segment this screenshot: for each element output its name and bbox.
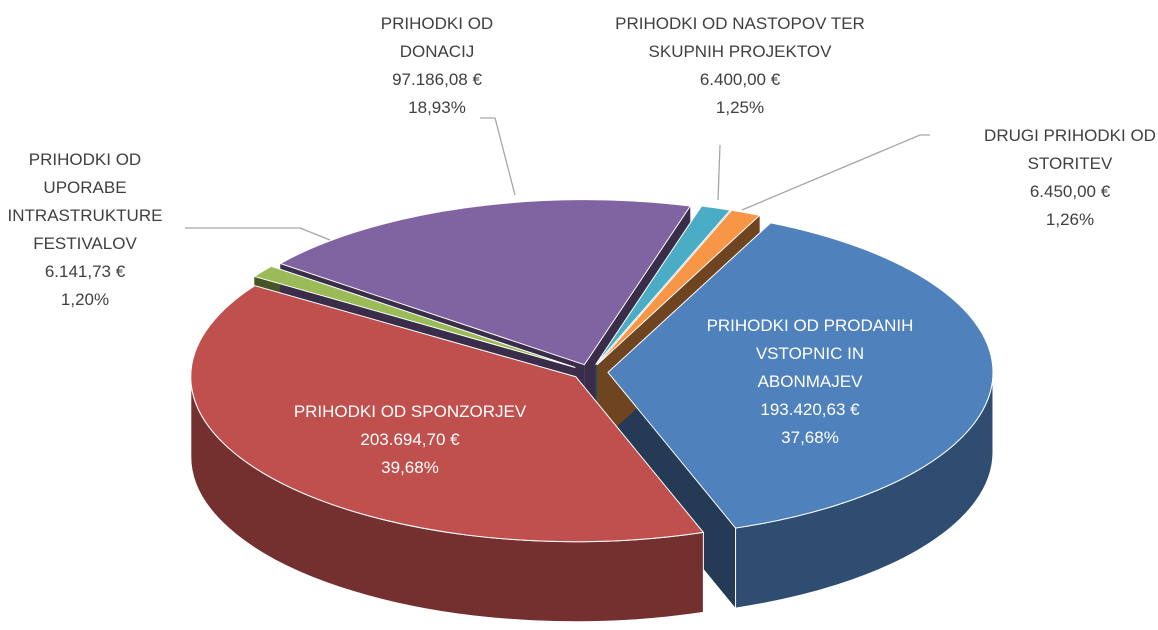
leader-line	[185, 227, 331, 241]
data-label: PRIHODKI OD UPORABE INTRASTRUKTURE FESTI…	[0, 146, 175, 314]
value-label: 6.450,00 €	[1029, 182, 1111, 201]
value-label: 193.420,63 €	[760, 400, 860, 419]
leader-line	[741, 134, 930, 211]
category-label: PRIHODKI OD NASTOPOV TER SKUPNIH PROJEKT…	[615, 14, 865, 61]
value-label: 1,26%	[1045, 210, 1095, 229]
data-label: PRIHODKI OD DONACIJ 97.186,08 € 18,93%	[357, 10, 517, 122]
value-label: 18,93%	[408, 98, 466, 117]
category-label: PRIHODKI OD UPORABE INTRASTRUKTURE FESTI…	[7, 150, 163, 253]
value-label: 6.141,73 €	[44, 262, 126, 281]
category-label: PRIHODKI OD PRODANIH VSTOPNIC IN ABONMAJ…	[706, 316, 914, 391]
slice	[190, 285, 705, 543]
data-label: PRIHODKI OD PRODANIH VSTOPNIC IN ABONMAJ…	[705, 312, 915, 452]
value-label: 39,68%	[381, 458, 439, 477]
value-label: 203.694,70 €	[360, 430, 460, 449]
slice	[607, 222, 994, 529]
category-label: PRIHODKI OD DONACIJ	[380, 14, 494, 61]
slice	[253, 265, 576, 368]
data-label: PRIHODKI OD NASTOPOV TER SKUPNIH PROJEKT…	[585, 10, 895, 122]
data-label: DRUGI PRIHODKI OD STORITEV 6.450,00 € 1,26…	[970, 122, 1158, 234]
slice	[595, 205, 732, 366]
leader-line	[717, 144, 721, 201]
data-label: PRIHODKI OD SPONZORJEV 203.694,70 € 39,68%	[260, 398, 560, 482]
leader-line	[480, 117, 516, 196]
slice	[279, 199, 692, 366]
value-label: 1,25%	[715, 98, 765, 117]
value-label: 6.400,00 €	[699, 70, 781, 89]
category-label: PRIHODKI OD SPONZORJEV	[293, 402, 527, 421]
slice	[596, 209, 761, 366]
value-label: 37,68%	[781, 428, 839, 447]
value-label: 97.186,08 €	[392, 70, 482, 89]
category-label: DRUGI PRIHODKI OD STORITEV	[984, 126, 1156, 173]
value-label: 1,20%	[60, 290, 110, 309]
